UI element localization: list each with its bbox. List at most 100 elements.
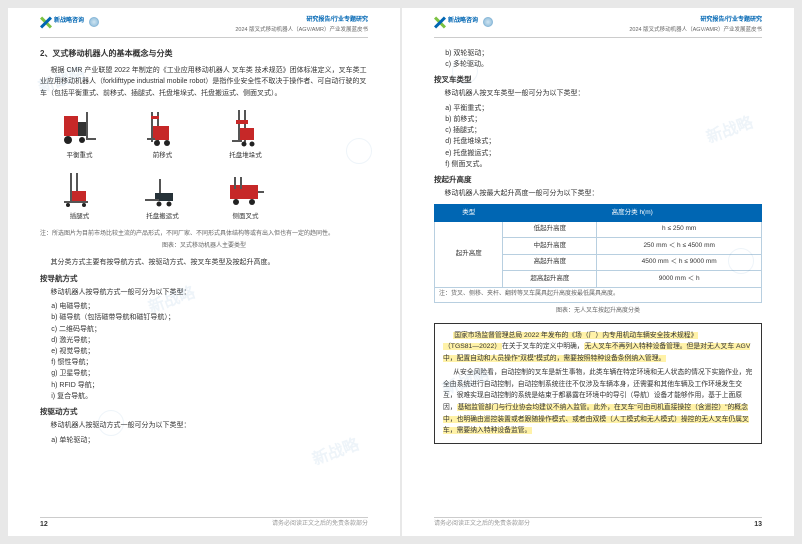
forklift-icon (222, 107, 270, 149)
list-item: i) 复合导航。 (51, 391, 368, 402)
subheading: 按叉车类型 (434, 74, 762, 86)
nav-list: a) 电磁导航； b) 磁导航（包括磁带导航和磁钉导航）； c) 二维码导航； … (51, 301, 368, 402)
header-meta: 研究报告/行业专题研究 2024 版叉式移动机器人（AGV/AMR）产业发展蓝皮… (235, 16, 368, 34)
paragraph: 根据 CMR 产业联盟 2022 年制定的《工业应用移动机器人 叉车类 技术规范… (40, 65, 368, 100)
table-header-row: 类型 高度分类 h(m) (435, 204, 762, 221)
table-cell: 250 mm ＜ h ≤ 4500 mm (597, 238, 762, 254)
logo-x-icon (40, 16, 52, 28)
list-item: c) 二维码导航； (51, 324, 368, 335)
forklift-item: 前移式 (123, 107, 202, 161)
list-item: b) 前移式； (445, 114, 762, 125)
list-item: a) 单轮驱动； (51, 435, 368, 446)
brand-logo: 新战略咨询 (434, 16, 493, 28)
forklift-icon (56, 107, 104, 149)
table-cell: 中起升高度 (503, 238, 597, 254)
forklift-label: 平衡重式 (40, 151, 119, 161)
report-category: 研究报告/行业专题研究 (629, 16, 762, 26)
page-footer: 12 请务必阅读正文之后的免责条款部分 (40, 519, 368, 530)
list-item: d) 托盘堆垛式； (445, 136, 762, 147)
list-item: a) 平衡重式； (445, 103, 762, 114)
forklift-label: 插腿式 (40, 212, 119, 222)
list-intro: 移动机器人按导航方式一般可分为以下类型： (40, 287, 368, 299)
forklift-label: 托盘堆垛式 (206, 151, 285, 161)
list-intro: 移动机器人按驱动方式一般可分为以下类型： (40, 420, 368, 432)
highlight-para: 国家市场监督管理总局 2022 年发布的《场（厂）内专用机动车辆安全技术规程》 （… (443, 330, 753, 365)
text: 在关于叉车的定义中明确， (502, 343, 584, 350)
footer-text: 请务必阅读正文之后的免责条款部分 (272, 520, 368, 530)
list-item: e) 托盘搬运式； (445, 148, 762, 159)
list-item: c) 插腿式； (445, 125, 762, 136)
table-note-row: 注：货叉、侧移、夹杆、翻转等叉车属具起升高度按最低属具高度。 (435, 287, 762, 303)
section-heading: 2、叉式移动机器人的基本概念与分类 (40, 48, 368, 61)
highlight-text: （TGS81—2022） (443, 343, 502, 350)
drive-list-cont: b) 双轮驱动； c) 多轮驱动。 (445, 48, 762, 70)
forklift-item: 托盘搬运式 (123, 168, 202, 222)
list-item: c) 多轮驱动。 (445, 59, 762, 70)
table-cell: 超高起升高度 (503, 271, 597, 287)
subheading: 按导航方式 (40, 273, 368, 285)
figure-caption: 图表：无人叉车按起升高度分类 (434, 307, 762, 317)
table-header: 高度分类 h(m) (503, 204, 762, 221)
forklift-item: 侧面叉式 (206, 168, 285, 222)
forklift-label: 侧面叉式 (206, 212, 285, 222)
list-item: b) 磁导航（包括磁带导航和磁钉导航）； (51, 312, 368, 323)
page-footer: 请务必阅读正文之后的免责条款部分 13 (434, 519, 762, 530)
highlight-text: 基础监管部门与行业协会均建议不纳入监管。此外，在叉车"可由司机直接操控（含遥控）… (443, 404, 749, 434)
table-cell: 低起升高度 (503, 221, 597, 237)
highlight-box: 国家市场监督管理总局 2022 年发布的《场（厂）内专用机动车辆安全技术规程》 （… (434, 323, 762, 444)
list-item: e) 视觉导航； (51, 346, 368, 357)
list-intro: 移动机器人按叉车类型一般可分为以下类型： (434, 88, 762, 100)
forklift-item: 托盘堆垛式 (206, 107, 285, 161)
report-category: 研究报告/行业专题研究 (235, 16, 368, 26)
logo-x-icon (434, 16, 446, 28)
forklift-grid: 平衡重式 前移式 托盘堆垛式 插腿式 托盘搬运式 (40, 107, 368, 222)
header-meta: 研究报告/行业专题研究 2024 版叉式移动机器人（AGV/AMR）产业发展蓝皮… (629, 16, 762, 34)
page-content: b) 双轮驱动； c) 多轮驱动。 按叉车类型 移动机器人按叉车类型一般可分为以… (434, 48, 762, 444)
brand-name: 新战略咨询 (448, 17, 478, 27)
subheading: 按驱动方式 (40, 406, 368, 418)
page-number: 12 (40, 519, 48, 530)
subheading: 按起升高度 (434, 174, 762, 186)
page-header: 新战略咨询 研究报告/行业专题研究 2024 版叉式移动机器人（AGV/AMR）… (40, 16, 368, 38)
highlight-text: 国家市场监督管理总局 2022 年发布的《场（厂）内专用机动车辆安全技术规程》 (453, 332, 698, 339)
table-row: 起升高度 低起升高度 h ≤ 250 mm (435, 221, 762, 237)
table-cell: 9000 mm ＜ h (597, 271, 762, 287)
brand-name: 新战略咨询 (54, 17, 84, 27)
table-cell: 起升高度 (435, 221, 503, 287)
forklift-icon (139, 107, 187, 149)
forklift-label: 前移式 (123, 151, 202, 161)
lift-height-table: 类型 高度分类 h(m) 起升高度 低起升高度 h ≤ 250 mm 中起升高度… (434, 204, 762, 304)
list-item: h) RFID 导航； (51, 380, 368, 391)
forklift-icon (56, 168, 104, 210)
list-item: f) 侧面叉式。 (445, 159, 762, 170)
list-item: d) 激光导航； (51, 335, 368, 346)
page-content: 2、叉式移动机器人的基本概念与分类 根据 CMR 产业联盟 2022 年制定的《… (40, 48, 368, 446)
forklift-item: 平衡重式 (40, 107, 119, 161)
table-cell: 高起升高度 (503, 254, 597, 270)
forklift-label: 托盘搬运式 (123, 212, 202, 222)
list-intro: 移动机器人按最大起升高度一般可分为以下类型： (434, 188, 762, 200)
figure-note: 注：所选图片为目前市场比较主流的产品形式，不同厂家、不同形式具体结构等或有出入但… (40, 230, 368, 238)
table-cell: h ≤ 250 mm (597, 221, 762, 237)
forklift-icon (222, 168, 270, 210)
page-left: 新战略咨询 研究报告/行业专题研究 2024 版叉式移动机器人（AGV/AMR）… (8, 8, 400, 536)
report-subtitle: 2024 版叉式移动机器人（AGV/AMR）产业发展蓝皮书 (629, 26, 762, 35)
list-item: b) 双轮驱动； (445, 48, 762, 59)
page-right: 新战略咨询 研究报告/行业专题研究 2024 版叉式移动机器人（AGV/AMR）… (402, 8, 794, 536)
figure-caption: 图表：叉式移动机器人主要类型 (40, 242, 368, 252)
list-item: f) 惯性导航； (51, 357, 368, 368)
list-item: a) 电磁导航； (51, 301, 368, 312)
badge-icon (483, 17, 493, 27)
highlight-para: 从安全风险看，自动控制的叉车是新生事物，此类车辆在特定环境和无人状态的情况下实施… (443, 367, 753, 436)
table-header: 类型 (435, 204, 503, 221)
brand-logo: 新战略咨询 (40, 16, 99, 28)
report-subtitle: 2024 版叉式移动机器人（AGV/AMR）产业发展蓝皮书 (235, 26, 368, 35)
forklift-item: 插腿式 (40, 168, 119, 222)
forklift-icon (139, 168, 187, 210)
badge-icon (89, 17, 99, 27)
list-item: g) 卫星导航； (51, 368, 368, 379)
paragraph: 其分类方式主要有按导航方式、按驱动方式、按叉车类型及按起升高度。 (40, 257, 368, 269)
table-note: 注：货叉、侧移、夹杆、翻转等叉车属具起升高度按最低属具高度。 (435, 287, 762, 303)
table-cell: 4500 mm ＜ h ≤ 9000 mm (597, 254, 762, 270)
fork-list: a) 平衡重式； b) 前移式； c) 插腿式； d) 托盘堆垛式； e) 托盘… (445, 103, 762, 170)
